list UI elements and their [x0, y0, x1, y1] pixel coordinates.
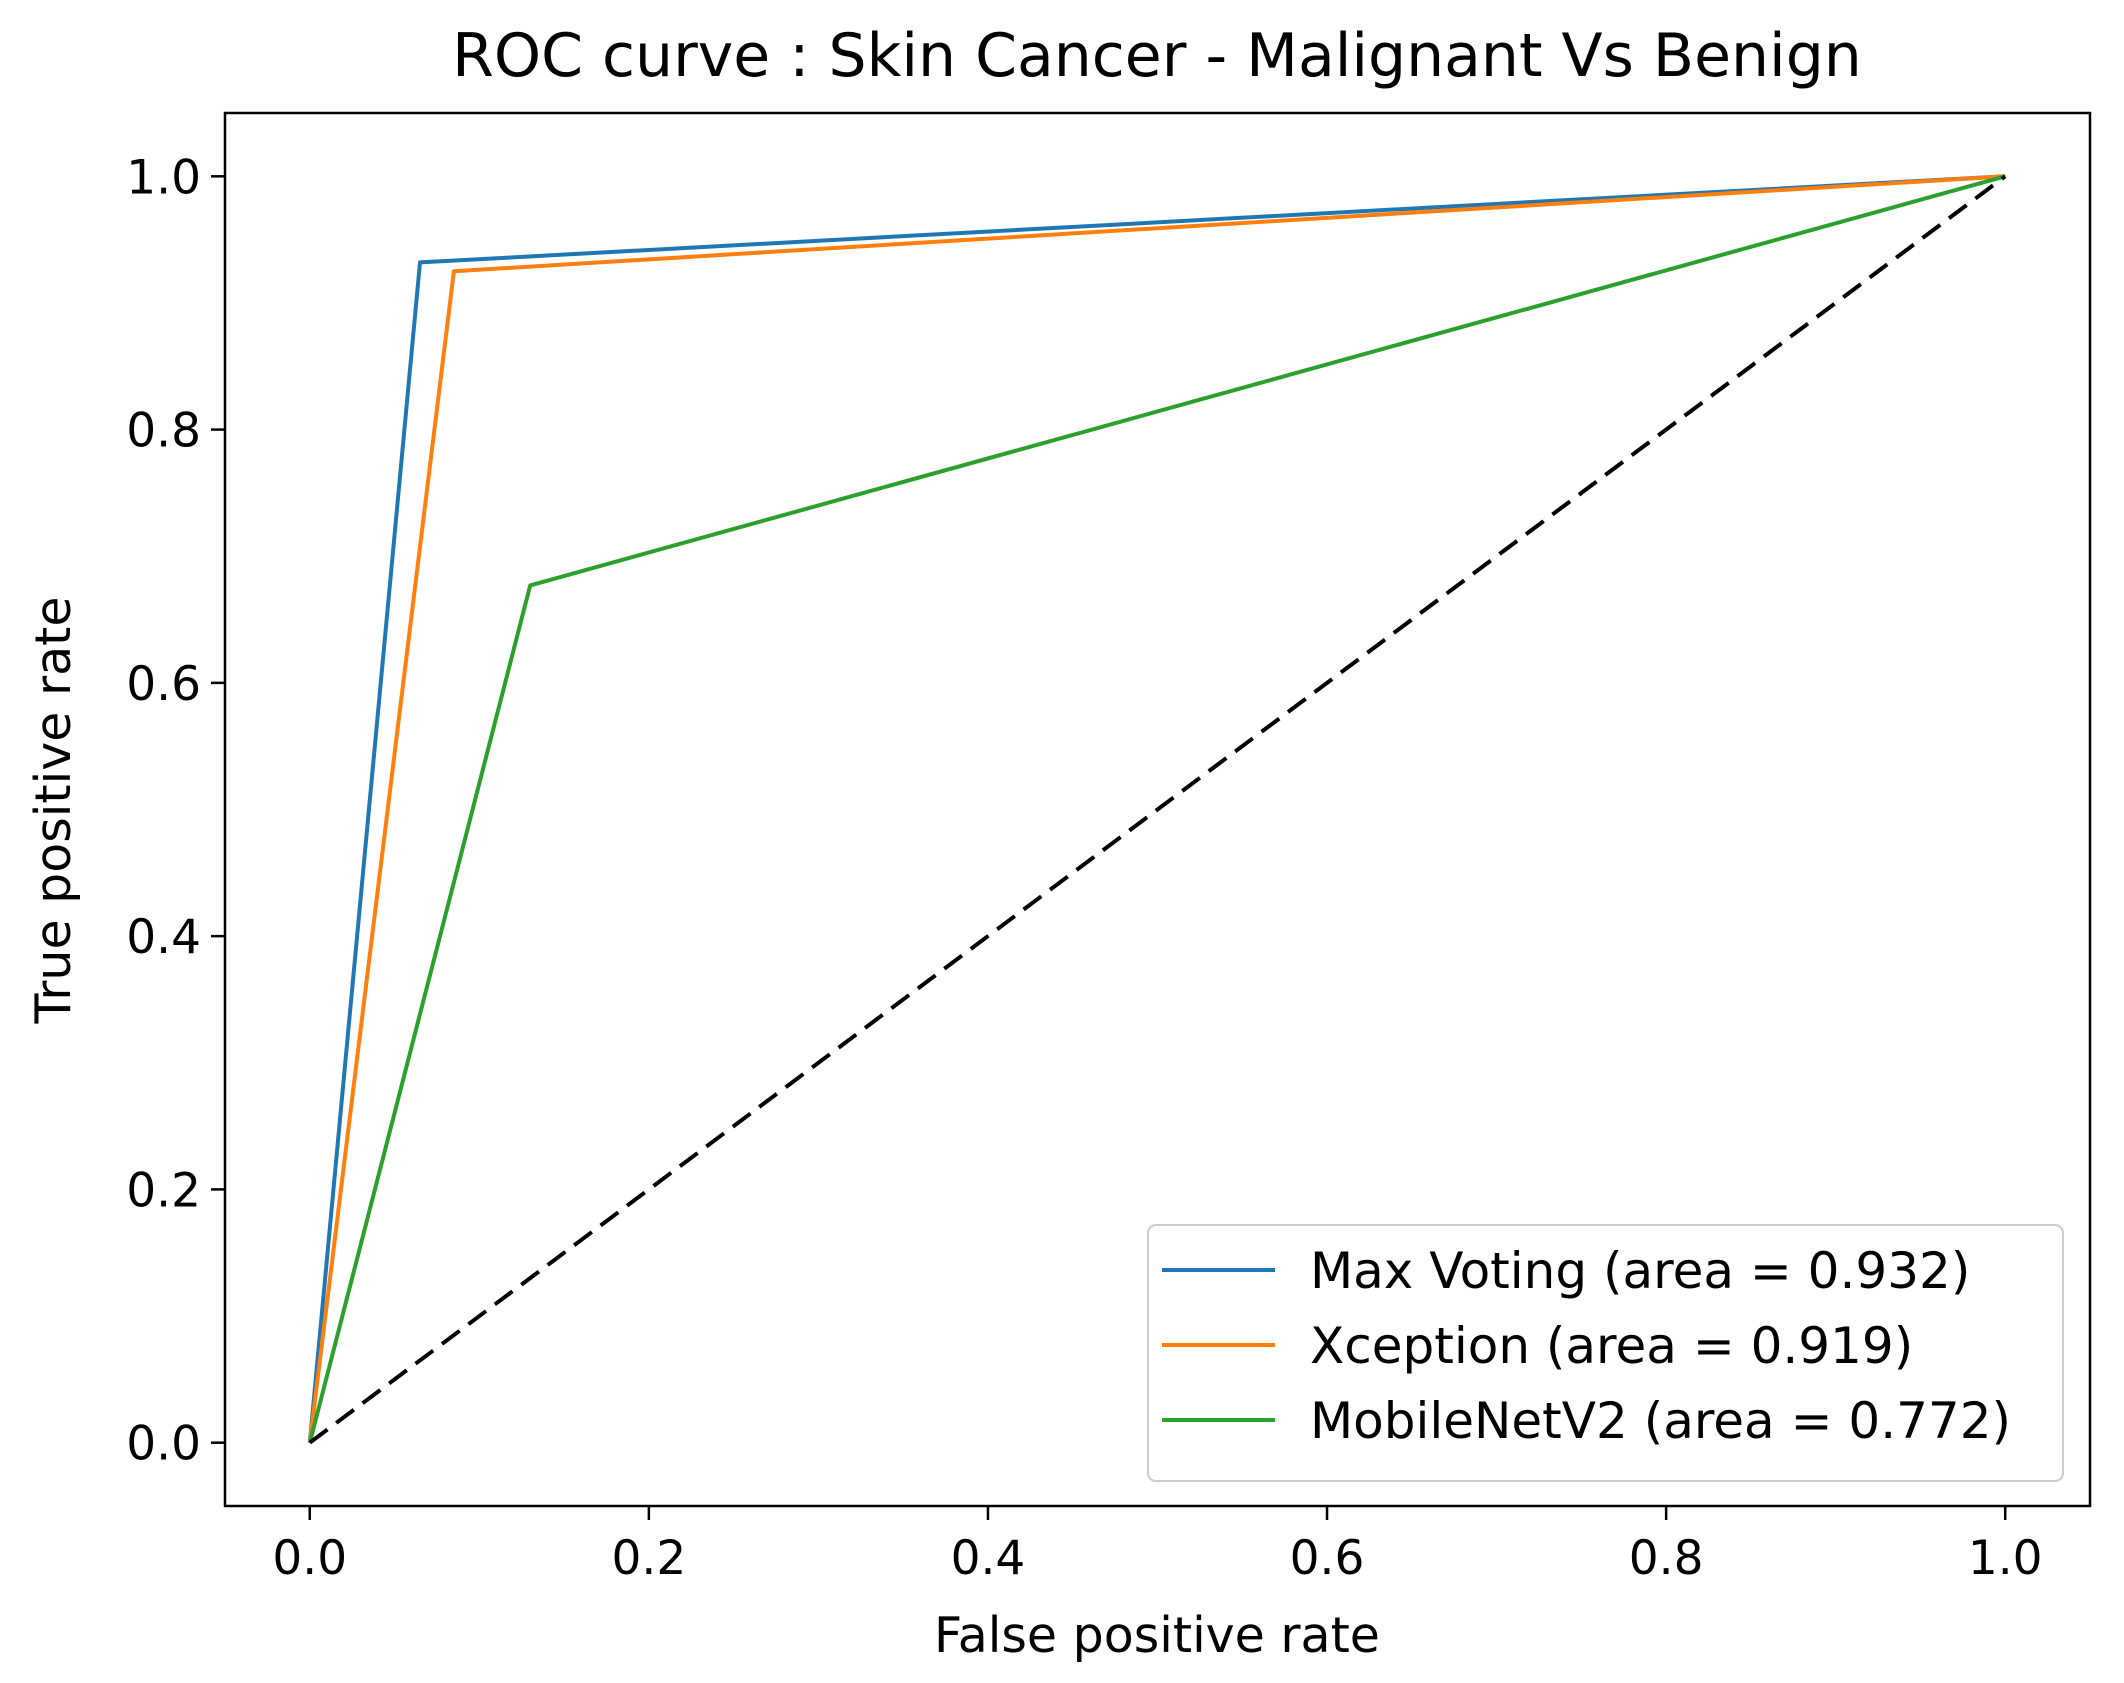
legend-box	[1147, 1224, 2064, 1482]
y-tick-label: 0.8	[126, 404, 201, 459]
y-tick-label: 0.0	[126, 1417, 201, 1472]
legend: Max Voting (area = 0.932) Xception (area …	[1147, 1224, 2064, 1482]
y-tick-label: 0.6	[126, 657, 201, 712]
legend-label-mobilenetv2: MobileNetV2 (area = 0.772)	[1310, 1392, 2011, 1450]
series-line-mobilenetv2	[307, 174, 2006, 1444]
y-axis-ticks: 0.0 0.2 0.4 0.6 0.8 1.0	[126, 150, 225, 1472]
chart-title: ROC curve : Skin Cancer - Malignant Vs B…	[452, 21, 1862, 91]
x-tick-label: 1.0	[1968, 1531, 2043, 1586]
x-axis-ticks: 0.0 0.2 0.4 0.6 0.8 1.0	[272, 1506, 2043, 1586]
series-line-max-voting	[307, 174, 2006, 1443]
x-tick-label: 0.4	[951, 1531, 1026, 1586]
plot-frame	[223, 111, 2092, 1508]
legend-label-max-voting: Max Voting (area = 0.932)	[1310, 1242, 1970, 1300]
series-lines	[307, 174, 2007, 1445]
x-axis-label: False positive rate	[934, 1607, 1380, 1664]
y-axis-label: True positive rate	[25, 597, 82, 1025]
x-tick-label: 0.6	[1290, 1531, 1365, 1586]
series-line-random-chance	[308, 174, 2007, 1445]
y-tick-label: 0.4	[126, 910, 201, 965]
legend-label-xception: Xception (area = 0.919)	[1310, 1317, 1913, 1375]
x-tick-label: 0.2	[611, 1531, 686, 1586]
y-tick-label: 0.2	[126, 1163, 201, 1218]
x-tick-label: 0.0	[272, 1531, 347, 1586]
y-tick-label: 1.0	[126, 150, 201, 205]
x-tick-label: 0.8	[1629, 1531, 1704, 1586]
series-line-xception	[307, 174, 2006, 1443]
